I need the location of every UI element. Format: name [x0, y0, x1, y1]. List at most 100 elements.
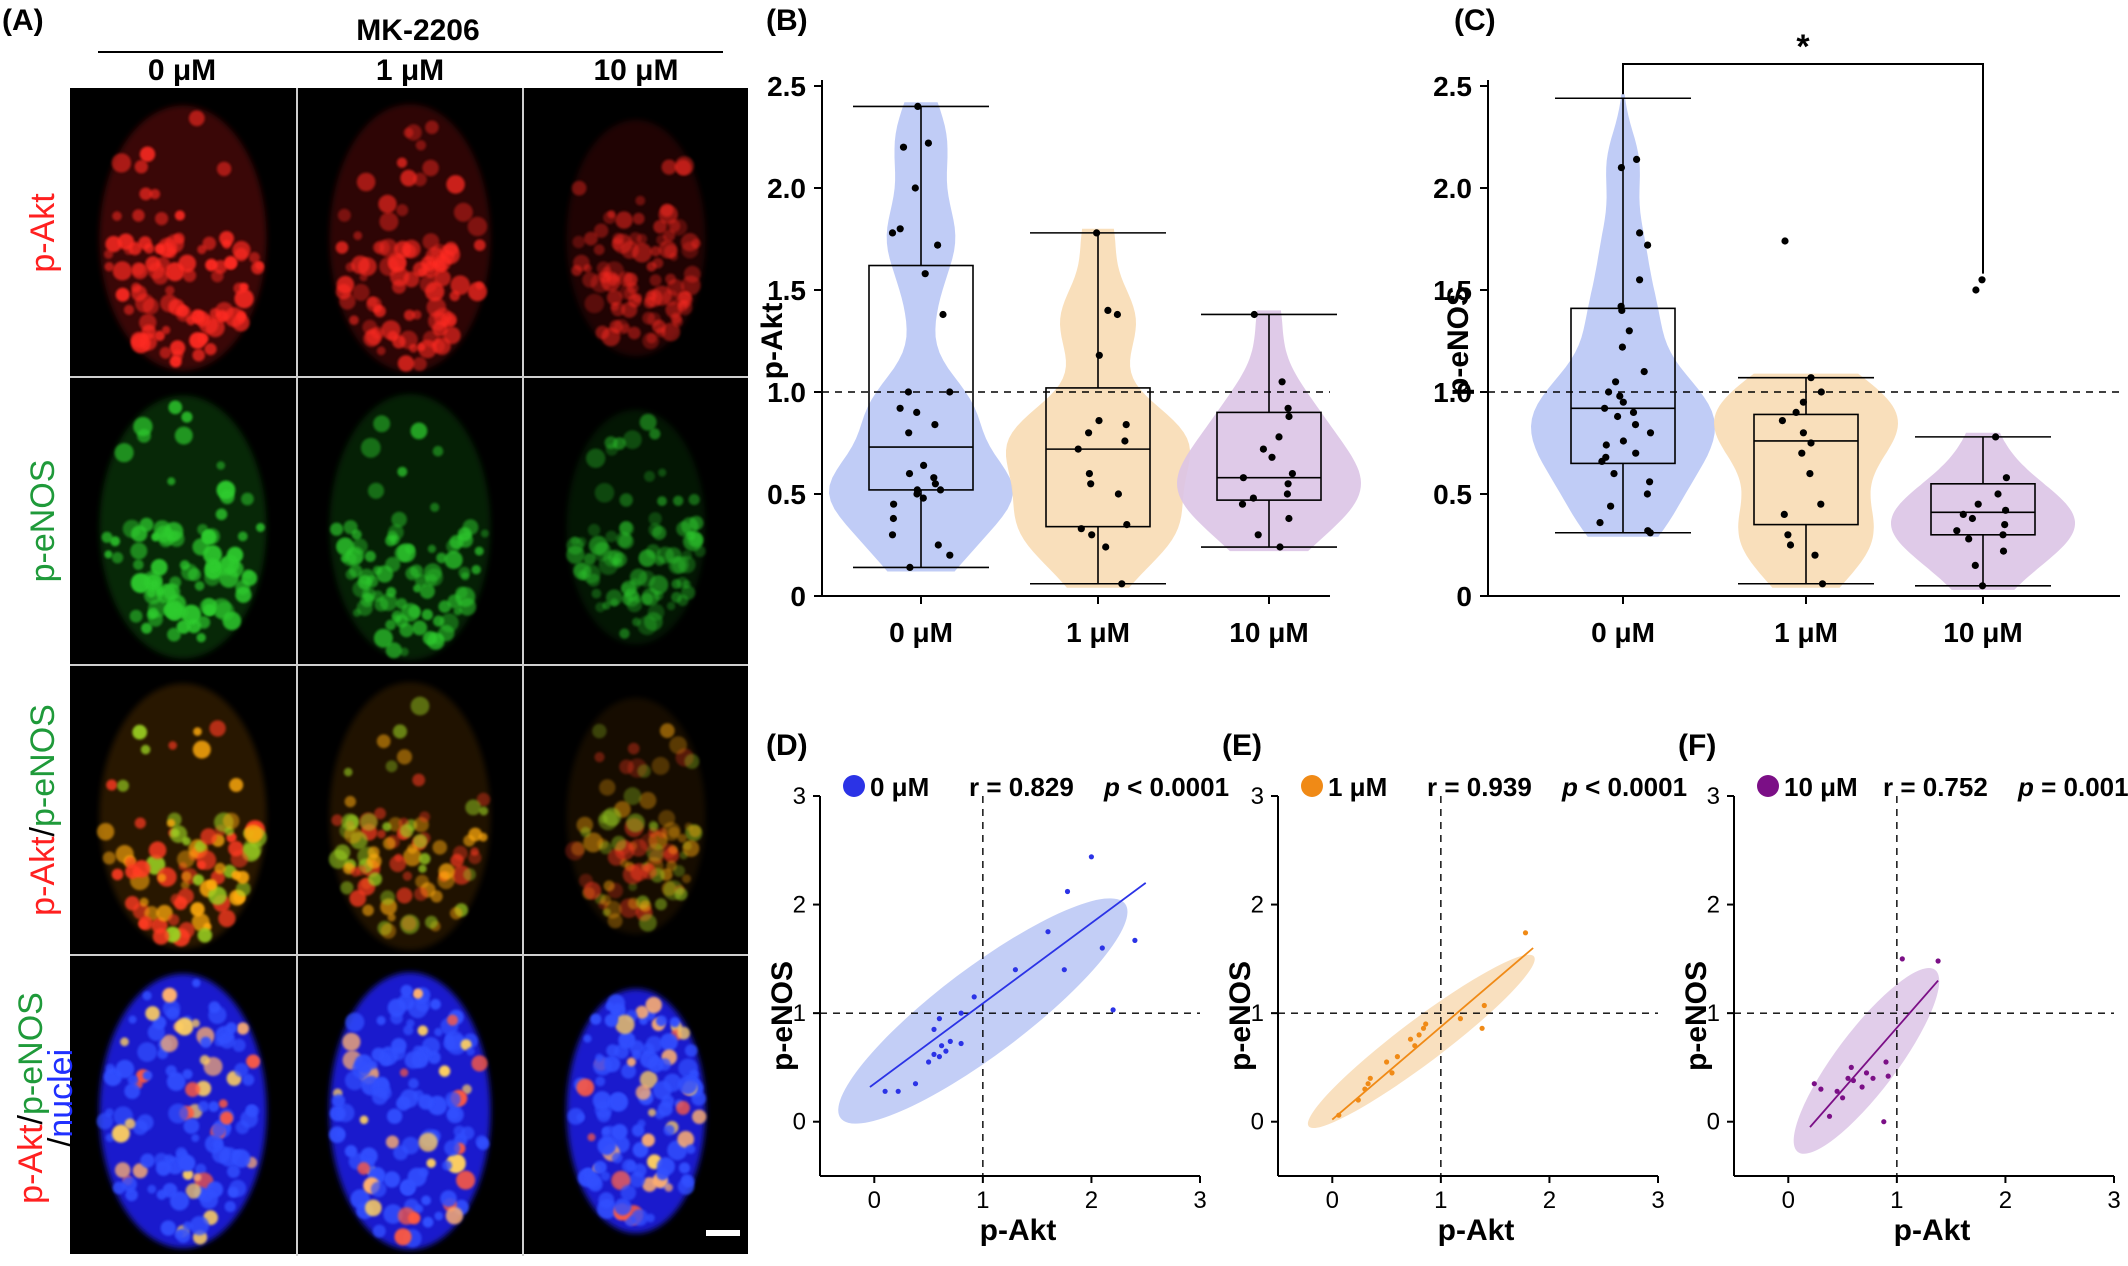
- cell-spot: [185, 1183, 202, 1199]
- row-label-segment: /: [24, 826, 62, 836]
- cell-spot: [209, 308, 221, 319]
- y-tick-label: 0.5: [767, 479, 806, 510]
- legend-label: 10 μM: [1784, 772, 1858, 802]
- cell-spot: [605, 530, 618, 543]
- cell-spot: [419, 275, 438, 293]
- data-point: [1781, 237, 1789, 245]
- data-point: [1999, 547, 2008, 555]
- cell-spot: [336, 537, 355, 557]
- data-point: [1971, 561, 1979, 570]
- cell-spot: [226, 546, 244, 564]
- x-tick-label: 0 μM: [1591, 617, 1655, 648]
- cell-spot: [621, 301, 638, 318]
- cell-spot: [645, 996, 662, 1014]
- cell-spot: [139, 897, 149, 907]
- cell-spot: [637, 615, 657, 636]
- cell-spot: [677, 1130, 695, 1148]
- cell-spot: [387, 913, 396, 922]
- data-point: [888, 229, 897, 237]
- cell-spot: [208, 886, 227, 905]
- cell-spot: [434, 269, 451, 287]
- regression-line: [869, 882, 1147, 1088]
- data-point: [1817, 500, 1825, 508]
- cell-spot: [160, 1220, 176, 1236]
- cell-spot: [175, 1017, 194, 1036]
- cell-spot: [404, 1051, 423, 1069]
- cell-spot: [147, 599, 167, 618]
- cell-spot: [121, 1176, 137, 1192]
- cell-spot: [400, 1089, 419, 1108]
- cell-spot: [362, 904, 374, 917]
- cell-spot: [256, 523, 265, 532]
- cell-spot: [362, 319, 378, 335]
- cell-spot: [432, 840, 448, 855]
- legend-r: r = 0.829: [969, 772, 1074, 802]
- y-tick-label: 2.5: [767, 71, 806, 102]
- cell-spot: [413, 834, 428, 849]
- data-point: [899, 143, 908, 151]
- row-label-segment: p-eNOS: [24, 704, 62, 827]
- cell-spot: [134, 817, 146, 829]
- cell-spot: [651, 756, 670, 775]
- data-point: [1806, 470, 1814, 478]
- legend-label: 1 μM: [1328, 772, 1387, 802]
- cell-spot: [365, 575, 379, 588]
- y-tick-label: 3: [793, 783, 806, 810]
- micrograph-r3-c1: [298, 956, 522, 1254]
- cell-spot: [132, 1163, 148, 1179]
- data-point: [1285, 412, 1293, 421]
- cell-spot: [427, 544, 436, 554]
- data-point: [1780, 510, 1788, 518]
- cell-spot: [692, 1109, 707, 1125]
- micrograph-r0-c0: [70, 88, 296, 376]
- cell-spot: [385, 760, 398, 773]
- cell-spot: [377, 829, 386, 839]
- cell-spot: [421, 1195, 431, 1206]
- cell-spot: [584, 293, 605, 314]
- cell-spot: [619, 628, 630, 639]
- cell-spot: [419, 583, 435, 599]
- cell-spot: [422, 1216, 434, 1228]
- cell-spot: [152, 928, 170, 945]
- cell-spot: [611, 1124, 628, 1140]
- cell-spot: [234, 247, 248, 262]
- cell-spot: [440, 1190, 457, 1207]
- cell-spot: [676, 1100, 690, 1115]
- cell-spot: [452, 845, 468, 861]
- legend-marker: [843, 775, 865, 797]
- cell-spot: [215, 302, 234, 321]
- cell-spot: [442, 1160, 452, 1171]
- cell-spot: [578, 570, 588, 580]
- row-label-segment: /: [42, 1137, 80, 1147]
- cell-spot: [123, 304, 135, 315]
- cell-spot: [128, 1015, 137, 1024]
- legend-p-value: = 0.001: [2034, 772, 2128, 802]
- cell-spot: [197, 616, 211, 629]
- scatter-point: [1394, 1054, 1400, 1060]
- cell-spot: [139, 517, 154, 532]
- cell-spot: [193, 1173, 202, 1182]
- scatter-point: [1365, 1081, 1371, 1087]
- scatter-point: [1881, 1119, 1887, 1125]
- cell-spot: [402, 847, 422, 867]
- cell-spot: [606, 1044, 619, 1057]
- y-tick-label: 0: [1251, 1109, 1264, 1136]
- cell-spot: [234, 1062, 249, 1078]
- cell-spot: [154, 243, 165, 255]
- cell-spot: [181, 604, 202, 625]
- y-axis-label: p-Akt: [756, 303, 789, 380]
- cell-spot: [156, 256, 171, 271]
- data-point: [905, 429, 913, 437]
- cell-spot: [149, 188, 161, 200]
- y-axis-label: p-eNOS: [766, 961, 799, 1071]
- legend-p-value: < 0.0001: [1578, 772, 1687, 802]
- cell-spot: [400, 984, 413, 997]
- y-axis-label: p-eNOS: [1680, 961, 1713, 1071]
- data-point: [1284, 480, 1292, 488]
- cell-spot: [104, 249, 114, 259]
- cell-spot: [159, 346, 172, 359]
- data-point: [936, 486, 945, 494]
- cell-spot: [689, 825, 701, 838]
- cell-spot: [583, 832, 604, 853]
- data-point: [2002, 506, 2010, 514]
